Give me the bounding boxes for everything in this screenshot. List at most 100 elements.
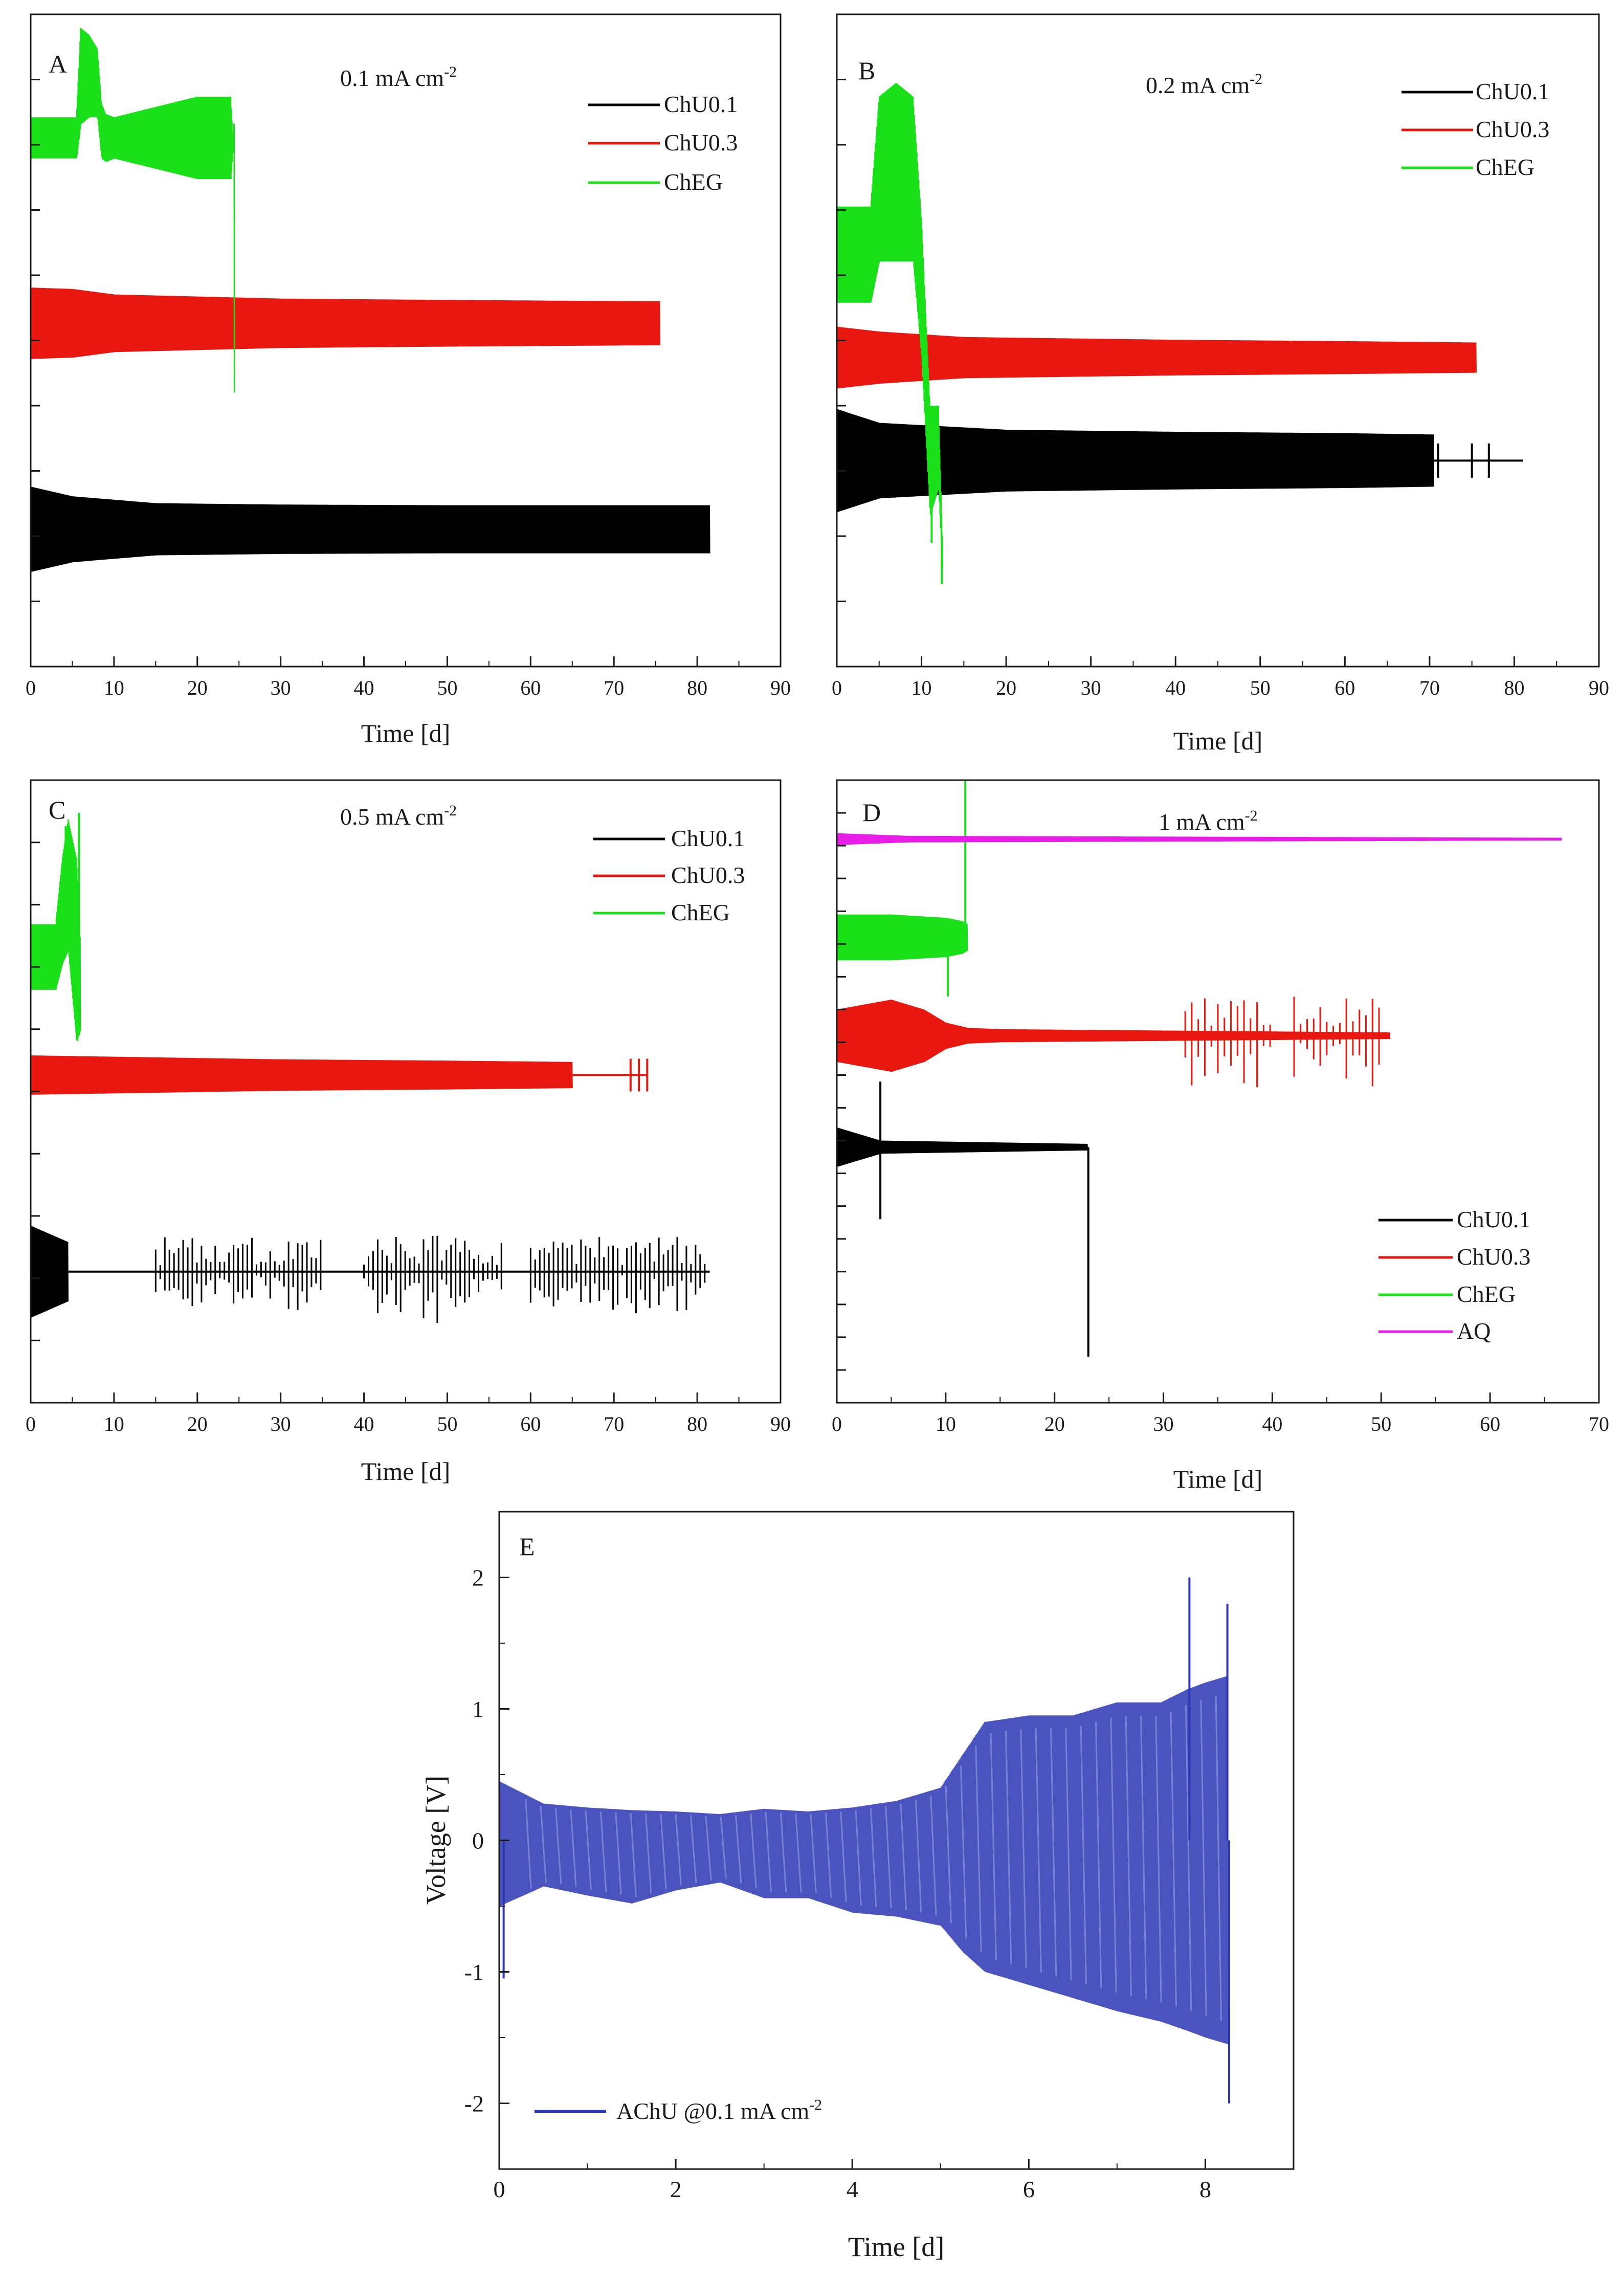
- oscillation-trace: [836, 914, 968, 961]
- legend-label-chu03: ChU0.3: [671, 862, 745, 888]
- oscillation-trace: [30, 487, 710, 572]
- x-tick-label: 90: [770, 676, 791, 699]
- x-tick-label: 30: [271, 676, 291, 699]
- x-tick-label: 20: [187, 676, 208, 699]
- panel-d-ticks: 0 10 20 30 40 50 60 70: [832, 812, 1609, 1435]
- x-tick-label: 50: [437, 676, 457, 699]
- x-tick-label: 20: [187, 1412, 208, 1435]
- panel-d-xlabel: Time [d]: [1173, 1465, 1263, 1493]
- band-stripe: [975, 1745, 982, 1952]
- panel-a-traces: [30, 28, 710, 572]
- panel-c-legend: ChU0.1 ChU0.3 ChEG: [593, 825, 745, 925]
- band-stripe: [930, 1796, 937, 1916]
- panel-e-traces: [498, 1577, 1231, 2104]
- panel-b-xlabel: Time [d]: [1173, 726, 1263, 755]
- legend-label-chu03: ChU0.3: [1476, 116, 1549, 142]
- series-chu0-3: [30, 1055, 649, 1095]
- series-chu0-3: [30, 288, 660, 359]
- oscillation-trace: [30, 28, 235, 393]
- legend-label-cheg: ChEG: [671, 899, 730, 925]
- band-stripe: [1035, 1728, 1042, 1973]
- x-tick-label: 70: [604, 1412, 624, 1435]
- panel-b-letter: B: [858, 56, 875, 85]
- series-chu0-1: [30, 487, 710, 572]
- band-stripe: [855, 1810, 862, 1906]
- panel-a: 0 10 20 30 40 50 60 70 80 90 A 0.1 mA cm-2 ChU0.1…: [26, 13, 791, 747]
- panel-e-letter: E: [519, 1532, 535, 1561]
- legend-label-chu01: ChU0.1: [671, 825, 745, 851]
- series-chu0-1: [30, 1226, 710, 1323]
- band-stripe: [1185, 1705, 1192, 2011]
- x-tick-label: 90: [1589, 676, 1609, 699]
- band-stripe: [1110, 1717, 1117, 1993]
- band-stripe: [1050, 1728, 1057, 1977]
- panel-a-letter: A: [49, 50, 67, 78]
- series-achu-0-1-ma-cm: [498, 1577, 1231, 2104]
- band-stripe: [1200, 1699, 1207, 2017]
- oscillation-trace: [836, 83, 943, 569]
- panel-b-traces: [836, 83, 1523, 584]
- x-tick-label: 30: [271, 1412, 291, 1435]
- x-tick-label: 4: [847, 2176, 858, 2202]
- oscillation-trace: [836, 1000, 1391, 1072]
- x-tick-label: 20: [1044, 1412, 1065, 1435]
- band-stripe: [1155, 1716, 1162, 2003]
- x-tick-label: 50: [437, 1412, 457, 1435]
- x-tick-label: 60: [520, 676, 541, 699]
- panel-c: 0 10 20 30 40 50 60 70 80 90 C 0.5 mA cm-2 ChU0.1…: [26, 779, 791, 1486]
- x-tick-label: 0: [832, 1412, 842, 1435]
- band-stripe: [1020, 1729, 1027, 1969]
- x-tick-label: 70: [604, 676, 624, 699]
- y-tick-label: 2: [472, 1565, 484, 1591]
- x-tick-label: 80: [687, 676, 707, 699]
- series-cheg: [30, 28, 235, 393]
- panel-a-ticks: 0 10 20 30 40 50 60 70 80 90: [26, 79, 791, 699]
- panel-e: 0 2 4 6 8 -2 -1 0 1 2 E Voltage [V] AChU @0.1 mA …: [420, 1511, 1295, 2262]
- panel-e-xlabel: Time [d]: [848, 2231, 945, 2262]
- panel-a-legend: ChU0.1 ChU0.3 ChEG: [588, 91, 738, 195]
- band-stripe: [795, 1814, 802, 1893]
- x-tick-label: 0: [26, 676, 36, 699]
- oscillation-trace: [836, 326, 1477, 389]
- oscillation-trace: [30, 288, 660, 359]
- panel-a-xlabel: Time [d]: [361, 719, 451, 747]
- x-tick-label: 80: [687, 1412, 707, 1435]
- panel-d-traces: [836, 780, 1562, 1357]
- band-stripe: [570, 1809, 577, 1887]
- panel-b-legend: ChU0.1 ChU0.3 ChEG: [1401, 78, 1549, 180]
- legend-label-aq: AQ: [1457, 1318, 1490, 1344]
- x-tick-label: 30: [1153, 1412, 1174, 1435]
- x-tick-label: 0: [494, 2176, 505, 2202]
- panel-d-letter: D: [862, 798, 881, 827]
- x-tick-label: 60: [520, 1412, 541, 1435]
- x-tick-label: 70: [1419, 676, 1440, 699]
- band-stripe: [780, 1812, 787, 1893]
- y-tick-label: -1: [464, 1959, 484, 1985]
- panel-d: 0 10 20 30 40 50 60 70 D 1 mA cm-2 ChU0.1 ChU0.…: [832, 779, 1609, 1493]
- oscillation-trace: [836, 833, 1562, 845]
- oscillation-trace: [30, 1226, 69, 1318]
- oscillation-trace: [836, 1127, 1088, 1167]
- x-tick-label: 60: [1480, 1412, 1500, 1435]
- band-stripe: [599, 1811, 607, 1892]
- panel-a-title: 0.1 mA cm-2: [340, 63, 457, 91]
- legend-label-cheg: ChEG: [1457, 1281, 1516, 1307]
- panel-e-legend: AChU @0.1 mA cm-2: [535, 2096, 822, 2124]
- band-stripe: [615, 1812, 622, 1895]
- band-stripe: [660, 1814, 667, 1890]
- x-tick-label: 0: [832, 676, 842, 699]
- x-tick-label: 40: [1262, 1412, 1282, 1435]
- band-stripe: [705, 1816, 712, 1881]
- band-stripe: [1215, 1695, 1222, 2021]
- panel-c-ticks: 0 10 20 30 40 50 60 70 80 90: [26, 842, 791, 1435]
- band-stripe: [585, 1810, 592, 1890]
- x-tick-label: 6: [1023, 2176, 1035, 2202]
- band-stripe: [720, 1816, 727, 1879]
- band-stripe: [554, 1808, 562, 1885]
- x-tick-label: 40: [354, 1412, 374, 1435]
- panel-e-ylabel: Voltage [V]: [420, 1776, 451, 1905]
- band-stripe: [735, 1815, 742, 1884]
- band-stripe: [1080, 1726, 1087, 1985]
- y-tick-label: -2: [464, 2091, 484, 2117]
- band-stripe: [915, 1799, 922, 1913]
